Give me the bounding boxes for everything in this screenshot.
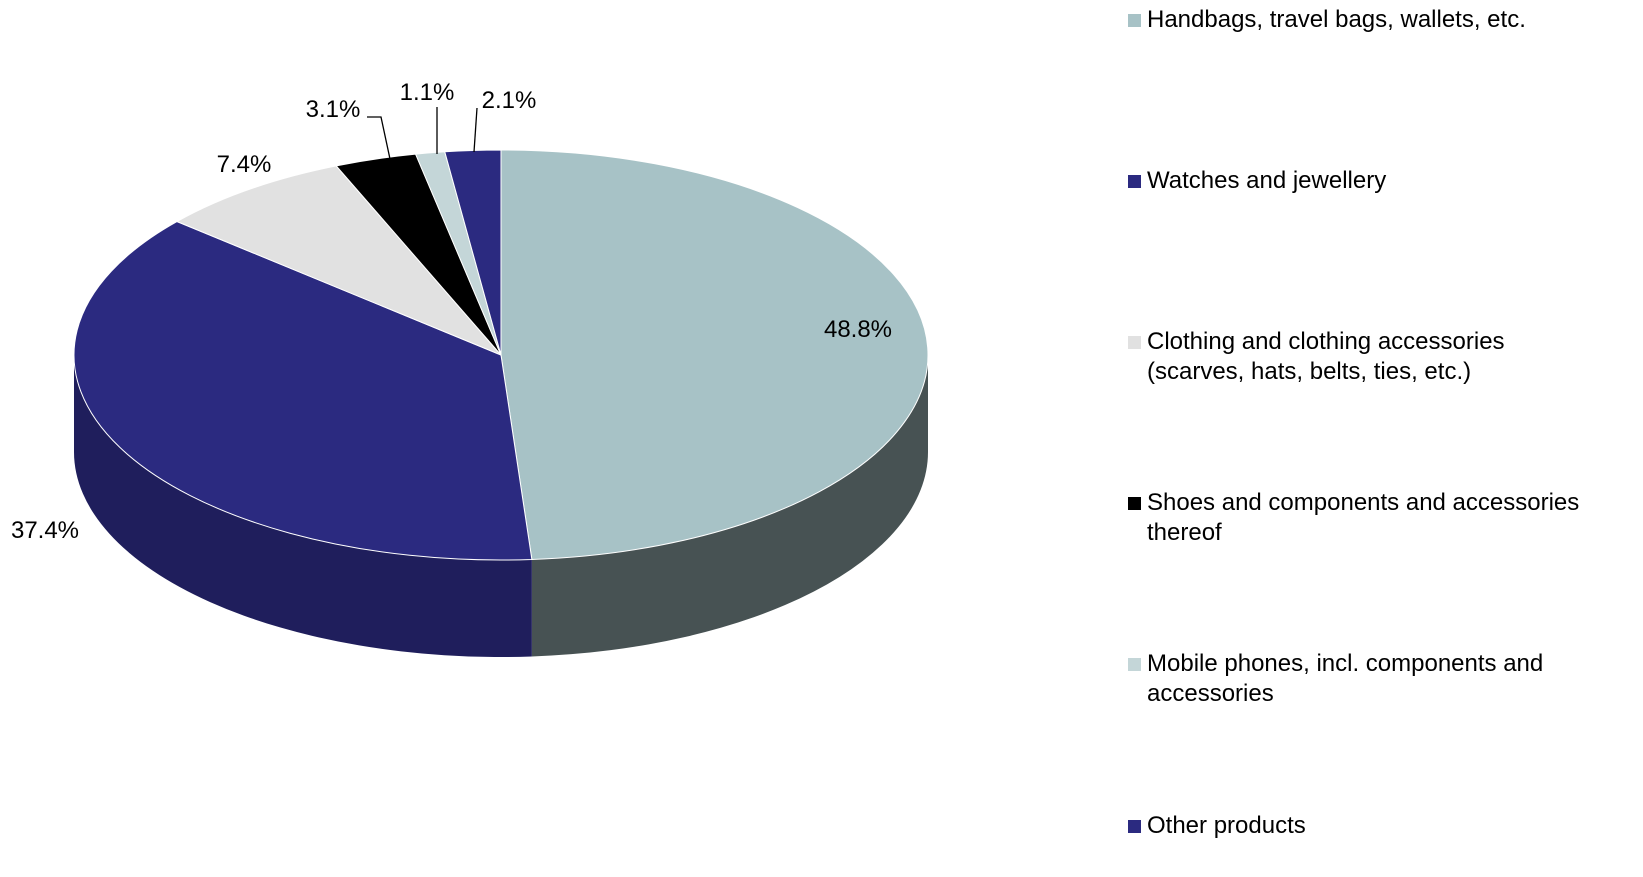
legend-swatch-1 xyxy=(1128,175,1141,188)
data-label-5: 2.1% xyxy=(482,87,537,114)
legend-item-1: Watches and jewellery xyxy=(1128,166,1386,196)
legend-item-4: Mobile phones, incl. components and acce… xyxy=(1128,649,1543,709)
legend-swatch-4 xyxy=(1128,658,1141,671)
legend-label-1: Watches and jewellery xyxy=(1147,167,1387,194)
legend-label-0: Handbags, travel bags, wallets, etc. xyxy=(1147,6,1526,33)
leader-line-5 xyxy=(473,107,478,153)
pie-slice-2 xyxy=(175,165,502,356)
legend-label-2: Clothing and clothing accessories (scarv… xyxy=(1147,328,1505,385)
pie-chart: 48.8% 37.4% 7.4% 3.1% 1.1% 2.1% xyxy=(11,79,929,657)
pie-slice-5 xyxy=(444,149,502,356)
pie-sides xyxy=(74,355,928,657)
leader-lines xyxy=(367,107,478,160)
pie-slice-1 xyxy=(73,220,533,561)
legend-label-5: Other products xyxy=(1147,812,1306,839)
data-label-3: 3.1% xyxy=(306,96,361,123)
leader-line-3 xyxy=(367,116,391,160)
pie-slice-0 xyxy=(500,149,929,560)
data-labels: 48.8% 37.4% 7.4% 3.1% 1.1% 2.1% xyxy=(11,79,892,544)
data-label-4: 1.1% xyxy=(400,79,455,106)
legend-swatch-2 xyxy=(1128,336,1141,349)
data-label-1: 37.4% xyxy=(11,517,79,544)
legend-swatch-3 xyxy=(1128,497,1141,510)
legend-label-3: Shoes and components and accessories the… xyxy=(1147,489,1580,546)
pie-side-0 xyxy=(531,355,928,657)
legend-label-4: Mobile phones, incl. components and acce… xyxy=(1147,650,1544,707)
legend-item-0: Handbags, travel bags, wallets, etc. xyxy=(1128,5,1526,35)
pie-side-1 xyxy=(74,355,532,657)
pie-slices xyxy=(73,149,929,561)
data-label-2: 7.4% xyxy=(217,151,272,178)
legend-item-2: Clothing and clothing accessories (scarv… xyxy=(1128,327,1505,387)
legend-swatch-0 xyxy=(1128,14,1141,27)
legend-item-3: Shoes and components and accessories the… xyxy=(1128,488,1579,548)
legend-swatch-5 xyxy=(1128,820,1141,833)
legend: Handbags, travel bags, wallets, etc. Watc… xyxy=(1128,0,1638,877)
data-label-0: 48.8% xyxy=(824,316,892,343)
legend-item-5: Other products xyxy=(1128,811,1306,841)
